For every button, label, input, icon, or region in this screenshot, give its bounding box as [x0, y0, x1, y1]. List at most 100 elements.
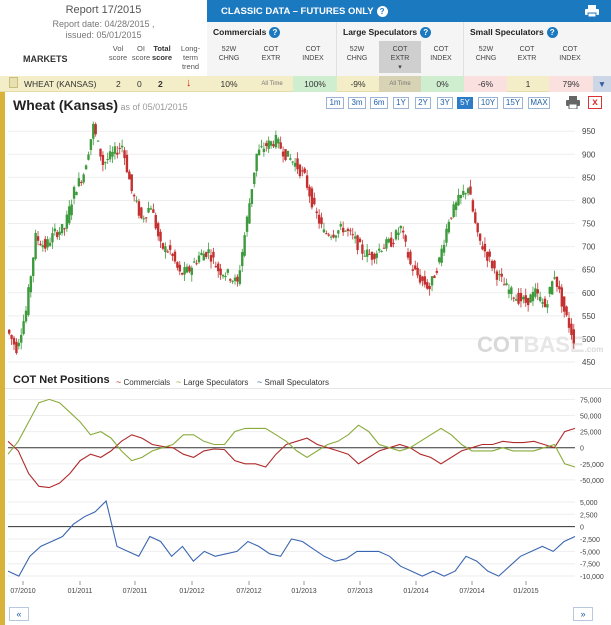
candle [80, 182, 83, 184]
candle [450, 217, 453, 219]
candle [58, 231, 61, 235]
help-icon[interactable]: ? [420, 27, 432, 39]
candle [373, 253, 376, 260]
candle [315, 211, 318, 214]
candle [380, 250, 383, 252]
candle [346, 228, 350, 231]
x-tick-label: 07/2012 [236, 588, 261, 595]
expand-row-icon[interactable]: ▼ [593, 76, 611, 92]
cot-net-chart[interactable]: 75,000 50,000 25,000 0 -25,000 -50,000 [5, 388, 611, 500]
print-chart-icon[interactable] [566, 96, 580, 109]
candle [399, 225, 403, 229]
candle [106, 158, 109, 160]
candle [421, 276, 424, 281]
candle [108, 151, 112, 160]
candle [476, 223, 479, 233]
candle [231, 280, 234, 282]
ss-cot-index: 79% [549, 76, 593, 92]
legend-small-speculators[interactable]: ~ Small Speculators [257, 377, 329, 387]
candle [238, 270, 242, 284]
candle [555, 276, 559, 287]
scroll-left-button[interactable]: « [9, 607, 29, 621]
candle [430, 276, 434, 286]
comm-52w-chng: 10% [220, 79, 238, 89]
candle [144, 217, 148, 219]
close-chart-button[interactable]: x [588, 96, 602, 109]
small-speculators-group: Small Speculators? [464, 22, 611, 76]
candle [538, 296, 542, 301]
print-icon[interactable] [585, 5, 599, 17]
y-tick-label: -25,000 [580, 462, 604, 469]
vol-score-header[interactable]: Vol score [108, 44, 128, 62]
help-icon[interactable]: ? [376, 6, 388, 17]
small-spec-chart[interactable]: 5,000 2,500 0 -2,500 -5,000 -7,500 -10,000 07/2… [5, 493, 611, 601]
ls-cot-index-header[interactable]: COT INDEX [430, 46, 452, 62]
candle [526, 297, 530, 306]
ls-52w-chng: -9% [350, 79, 366, 89]
candle [454, 202, 458, 210]
legend-large-speculators[interactable]: ~ Large Speculators [176, 377, 249, 387]
candle [313, 197, 316, 205]
candle [147, 207, 150, 213]
row-handle-icon[interactable] [9, 77, 18, 88]
range-button-max[interactable]: MAX [528, 97, 550, 109]
range-button-3m[interactable]: 3m [348, 97, 366, 109]
candle [63, 228, 66, 230]
candle [84, 165, 88, 170]
candle [522, 296, 525, 300]
oi-score-header[interactable]: OI score [131, 44, 151, 62]
candle [531, 291, 535, 302]
range-button-5y[interactable]: 5Y [457, 97, 473, 109]
candle [243, 235, 246, 256]
help-icon[interactable]: ? [546, 27, 558, 39]
range-button-2y[interactable]: 2Y [415, 97, 431, 109]
candle [250, 189, 254, 204]
candle [337, 230, 340, 234]
trend-header: Long-term trend [180, 44, 201, 71]
range-button-10y[interactable]: 10Y [478, 97, 498, 109]
range-button-1y[interactable]: 1Y [393, 97, 409, 109]
comm-cot-index-header[interactable]: COT INDEX [302, 46, 324, 62]
candle [510, 287, 513, 295]
comm-cot-extr-header[interactable]: COT EXTR [261, 46, 281, 62]
candle [356, 235, 359, 251]
market-name[interactable]: WHEAT (KANSAS) [24, 79, 97, 89]
candle [214, 266, 218, 268]
candle [303, 168, 306, 173]
help-icon[interactable]: ? [269, 27, 281, 39]
candle [219, 268, 222, 275]
candle [500, 273, 503, 277]
total-score-header[interactable]: Total score [151, 44, 172, 62]
ls-52w-chng-header[interactable]: 52W CHNG [346, 46, 368, 62]
candle [562, 296, 566, 312]
legend-commercials[interactable]: ~ Commercials [116, 377, 171, 387]
candle [168, 245, 172, 250]
market-row-wheat-kansas[interactable]: WHEAT (KANSAS) 2 0 2 ↓ 10% All Time 100%… [0, 76, 611, 92]
ss-52w-chng-header[interactable]: 52W CHNG [475, 46, 497, 62]
range-button-3y[interactable]: 3Y [437, 97, 453, 109]
ss-cot-index-header[interactable]: COT INDEX [559, 46, 581, 62]
x-tick-label: 01/2015 [513, 588, 538, 595]
range-button-1m[interactable]: 1m [326, 97, 344, 109]
scroll-right-button[interactable]: » [573, 607, 593, 621]
ls-cot-extr-header[interactable]: COT EXTR ▾ [379, 41, 421, 73]
candle [82, 174, 85, 183]
x-tick-label: 01/2014 [403, 588, 428, 595]
price-chart[interactable]: 950 900 850 800 750 700 650 600 550 500 450COTBASE… [5, 112, 611, 370]
candle [332, 234, 335, 238]
x-tick-label: 07/2014 [459, 588, 484, 595]
comm-52w-chng-header[interactable]: 52W CHNG [218, 46, 240, 62]
series-line-small-speculators [7, 499, 576, 577]
candle [217, 263, 220, 272]
comm-cot-extr: All Time [261, 81, 283, 87]
candle [65, 214, 69, 229]
candle [414, 265, 417, 270]
candle [320, 217, 323, 225]
x-tick-label: 01/2011 [68, 588, 93, 595]
range-button-15y[interactable]: 15Y [503, 97, 523, 109]
candle [310, 188, 314, 208]
candle [159, 231, 162, 242]
ss-cot-extr-header[interactable]: COT EXTR [517, 46, 537, 62]
range-button-6m[interactable]: 6m [370, 97, 388, 109]
candle [130, 174, 133, 192]
